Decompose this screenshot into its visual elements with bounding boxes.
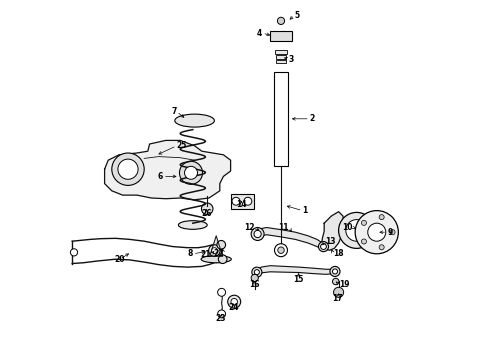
Text: 23: 23: [216, 314, 226, 323]
Circle shape: [274, 244, 288, 257]
Circle shape: [346, 220, 368, 241]
Circle shape: [355, 211, 398, 254]
Circle shape: [231, 298, 238, 305]
Text: 21: 21: [200, 251, 211, 259]
Circle shape: [390, 230, 395, 235]
Text: 15: 15: [293, 274, 303, 284]
Text: 10: 10: [343, 223, 353, 232]
Circle shape: [212, 248, 217, 253]
Text: 20: 20: [115, 255, 125, 264]
Circle shape: [179, 161, 202, 184]
Text: 26: 26: [201, 209, 212, 217]
Text: 19: 19: [339, 280, 350, 289]
Circle shape: [320, 244, 326, 249]
Circle shape: [219, 255, 227, 264]
Bar: [270, 31, 292, 41]
Circle shape: [362, 239, 367, 244]
Circle shape: [217, 240, 225, 249]
Text: 2: 2: [310, 114, 315, 123]
Text: 1: 1: [303, 206, 308, 215]
Text: 5: 5: [294, 10, 300, 19]
Ellipse shape: [175, 114, 215, 127]
Circle shape: [254, 230, 261, 238]
Text: 14: 14: [236, 200, 246, 209]
Circle shape: [277, 17, 285, 24]
Circle shape: [362, 220, 367, 225]
Circle shape: [251, 228, 264, 240]
Text: 7: 7: [171, 107, 176, 116]
Polygon shape: [256, 266, 335, 274]
Circle shape: [218, 288, 225, 296]
Bar: [276, 60, 286, 63]
Circle shape: [218, 310, 225, 318]
Circle shape: [278, 247, 284, 253]
Circle shape: [330, 266, 340, 276]
Ellipse shape: [178, 221, 207, 229]
Circle shape: [254, 270, 259, 275]
Text: 6: 6: [158, 172, 163, 181]
Text: 18: 18: [333, 249, 344, 258]
Polygon shape: [210, 236, 222, 256]
Circle shape: [112, 153, 144, 185]
Circle shape: [185, 166, 197, 179]
Circle shape: [334, 287, 343, 297]
Text: 13: 13: [325, 237, 336, 246]
Bar: [275, 55, 287, 59]
Circle shape: [201, 203, 213, 215]
Circle shape: [118, 159, 138, 179]
Circle shape: [232, 197, 240, 205]
Bar: [231, 194, 254, 209]
Text: 24: 24: [228, 303, 239, 312]
Text: 11: 11: [278, 223, 289, 232]
Text: 16: 16: [249, 280, 259, 289]
Circle shape: [333, 269, 338, 274]
Bar: [275, 50, 287, 54]
Text: 8: 8: [187, 249, 193, 258]
Text: 3: 3: [289, 55, 294, 64]
Circle shape: [379, 215, 384, 220]
Ellipse shape: [201, 256, 231, 263]
Circle shape: [251, 274, 258, 282]
Text: 22: 22: [213, 249, 223, 258]
Polygon shape: [104, 140, 231, 200]
Circle shape: [339, 212, 374, 248]
Circle shape: [252, 267, 262, 277]
Text: 25: 25: [176, 141, 187, 150]
Circle shape: [228, 295, 241, 308]
Polygon shape: [321, 212, 344, 250]
Polygon shape: [256, 228, 324, 249]
Circle shape: [209, 245, 220, 256]
Circle shape: [333, 278, 339, 285]
Text: 12: 12: [245, 223, 255, 232]
Text: 17: 17: [333, 294, 343, 302]
Circle shape: [318, 242, 328, 252]
Circle shape: [379, 245, 384, 250]
Circle shape: [71, 249, 77, 256]
Circle shape: [244, 197, 252, 205]
Bar: [274, 72, 288, 166]
Circle shape: [368, 223, 386, 241]
Text: 4: 4: [257, 29, 262, 37]
Text: 9: 9: [387, 228, 392, 237]
